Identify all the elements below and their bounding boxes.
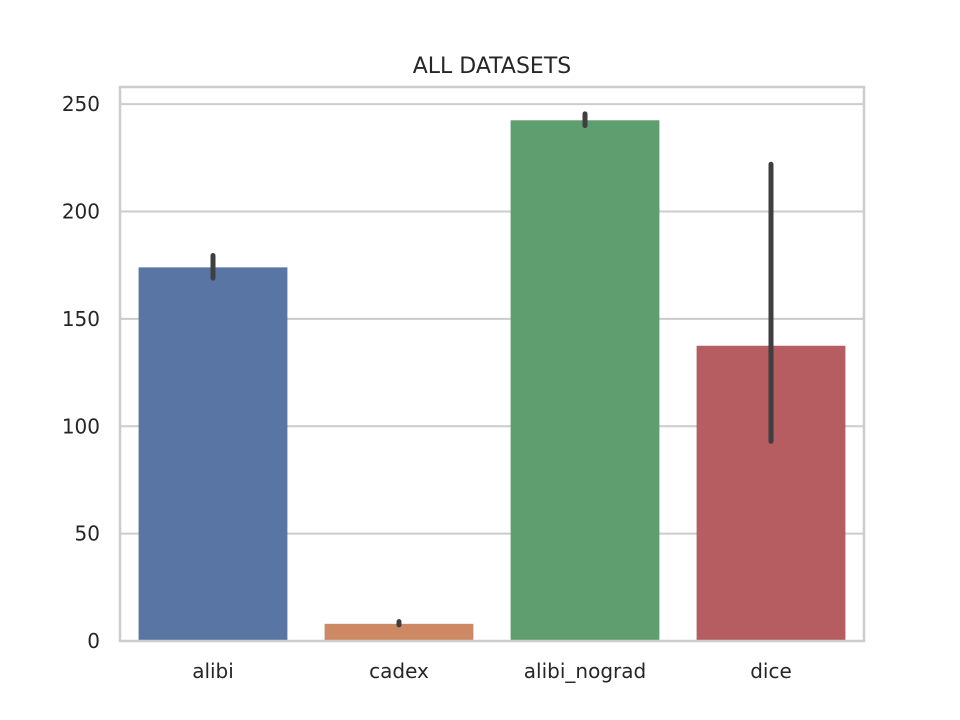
plot-frame <box>118 85 866 643</box>
y-axis-ticks: 0 50 100 150 200 250 <box>62 92 100 653</box>
x-tick-label-cadex: cadex <box>369 659 429 683</box>
y-tick-label: 200 <box>62 200 100 224</box>
bars <box>138 120 846 641</box>
x-axis-ticks: alibi cadex alibi_nograd dice <box>192 659 792 683</box>
x-tick-label-alibi_nograd: alibi_nograd <box>524 659 646 683</box>
chart-title: ALL DATASETS <box>413 54 572 79</box>
bar-alibi_nograd <box>510 120 660 641</box>
bar-cadex <box>324 623 474 641</box>
bar-alibi <box>138 267 288 641</box>
y-tick-label: 100 <box>62 414 100 438</box>
y-tick-label: 50 <box>75 522 100 546</box>
error-bars <box>210 111 774 628</box>
y-tick-label: 150 <box>62 307 100 331</box>
x-tick-label-dice: dice <box>750 659 792 683</box>
x-tick-label-alibi: alibi <box>192 659 234 683</box>
y-tick-label: 250 <box>62 92 100 116</box>
y-tick-label: 0 <box>87 629 100 653</box>
